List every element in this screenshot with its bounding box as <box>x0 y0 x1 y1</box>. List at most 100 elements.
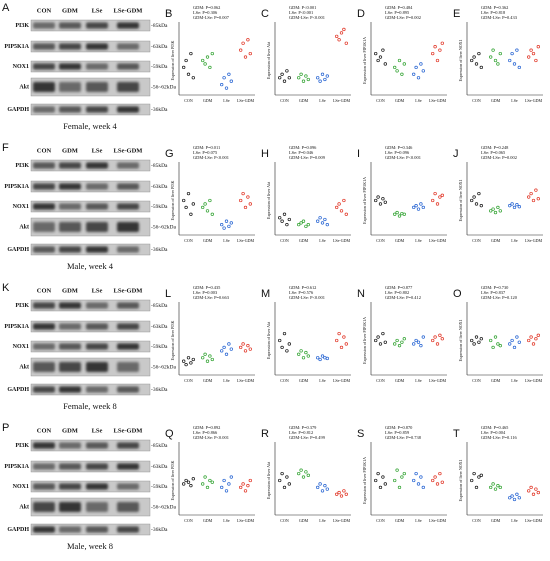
data-point <box>182 198 186 203</box>
stat-line: GDM-LSe: P=0.002 <box>481 155 517 160</box>
data-point <box>344 212 348 216</box>
data-point <box>318 79 322 83</box>
data-point <box>318 216 322 220</box>
kda-label: -85kDa <box>151 23 168 29</box>
data-point <box>325 222 329 227</box>
data-point <box>301 79 306 83</box>
data-point <box>301 356 306 360</box>
data-point <box>182 482 186 486</box>
band <box>86 302 108 309</box>
protein-label: NOX1 <box>13 484 29 490</box>
band <box>59 81 81 93</box>
data-point <box>378 202 383 206</box>
stat-line: LSe: P=0.859 <box>385 430 410 435</box>
kda-label: -85kDa <box>151 303 168 309</box>
kda-label: -63kDa <box>151 324 168 330</box>
data-point <box>412 72 416 76</box>
x-tick-label: CON <box>184 378 193 383</box>
x-tick-label: GDM <box>299 518 309 523</box>
band <box>33 463 55 470</box>
data-point <box>299 468 303 472</box>
data-point <box>224 489 229 493</box>
data-point <box>287 217 291 222</box>
data-point <box>479 473 483 477</box>
data-point <box>493 210 498 215</box>
data-point <box>282 79 287 83</box>
data-point <box>287 76 291 80</box>
band <box>59 463 81 470</box>
data-point <box>395 69 399 73</box>
data-point <box>383 340 387 344</box>
band <box>117 343 139 350</box>
stat-line: GDM: P=0.465 <box>481 425 509 430</box>
data-point <box>222 345 226 350</box>
data-point <box>491 48 495 52</box>
data-point <box>414 204 418 208</box>
x-tick-label: LSe-GDM <box>237 238 255 243</box>
band <box>86 501 108 513</box>
band <box>117 183 139 190</box>
data-point <box>400 72 404 76</box>
x-tick-label: LSe-GDM <box>525 378 543 383</box>
data-point <box>383 200 387 204</box>
data-point <box>285 222 289 227</box>
data-point <box>433 475 437 479</box>
kda-label: -59kDa <box>151 484 168 490</box>
data-point <box>335 34 339 38</box>
band <box>59 246 81 253</box>
data-point <box>299 221 303 225</box>
data-point <box>527 55 531 59</box>
data-point <box>316 219 320 223</box>
band <box>117 221 139 233</box>
blot-caption: Female, week 8 <box>63 401 117 411</box>
stat-line: GDM: P=0.870 <box>385 425 413 430</box>
y-axis-label: Expression of liver Akt <box>266 181 271 219</box>
data-point <box>208 198 212 203</box>
band <box>59 221 81 233</box>
x-tick-label: CON <box>376 98 385 103</box>
protein-label: NOX1 <box>13 344 29 350</box>
panel-letter: J <box>453 148 459 160</box>
y-axis-label: Expression of liver NOX1 <box>458 319 463 361</box>
data-point <box>421 205 425 210</box>
data-point <box>374 51 378 56</box>
y-axis-label: Expression of liver PIP5K1A <box>362 457 367 504</box>
stat-line: LSe: P=0.075 <box>193 150 218 155</box>
lane-label: LSe-GDM <box>114 147 143 154</box>
x-tick-label: LSe <box>223 98 230 103</box>
data-point <box>227 482 231 486</box>
y-axis-label: Expression of liver PI3K <box>170 40 175 80</box>
y-axis-label: Expression of liver Akt <box>266 461 271 499</box>
data-point <box>536 45 540 49</box>
data-point <box>186 480 191 484</box>
band <box>117 463 139 470</box>
stat-line: LSe: P=0.004 <box>481 430 506 435</box>
data-point <box>318 482 322 486</box>
data-point <box>438 471 442 476</box>
x-tick-label: LSe-GDM <box>237 378 255 383</box>
data-point <box>320 354 325 358</box>
x-tick-label: GDM <box>203 98 213 103</box>
stat-line: LSe: P<0.001 <box>289 10 313 15</box>
stat-line: LSe: P=0.812 <box>289 430 313 435</box>
band <box>117 106 139 113</box>
y-axis-label: Expression of liver PIP5K1A <box>362 177 367 224</box>
data-point <box>320 489 325 493</box>
protein-label: PI3K <box>15 23 29 29</box>
band <box>59 386 81 393</box>
data-point <box>222 478 226 483</box>
data-point <box>224 219 229 223</box>
data-point <box>278 76 282 80</box>
panel-letter: B <box>165 8 172 20</box>
data-point <box>374 478 378 483</box>
stat-line: LSe: P=0.096 <box>385 150 410 155</box>
data-point <box>527 195 531 199</box>
stat-line: GDM-LSe: P=0.116 <box>481 435 518 440</box>
x-tick-label: LSe-GDM <box>333 238 351 243</box>
data-point <box>383 62 387 66</box>
stat-line: GDM: P=0.096 <box>289 145 317 150</box>
data-point <box>470 478 474 483</box>
data-point <box>412 478 416 483</box>
panel-letter: S <box>357 428 364 440</box>
data-point <box>534 337 538 341</box>
